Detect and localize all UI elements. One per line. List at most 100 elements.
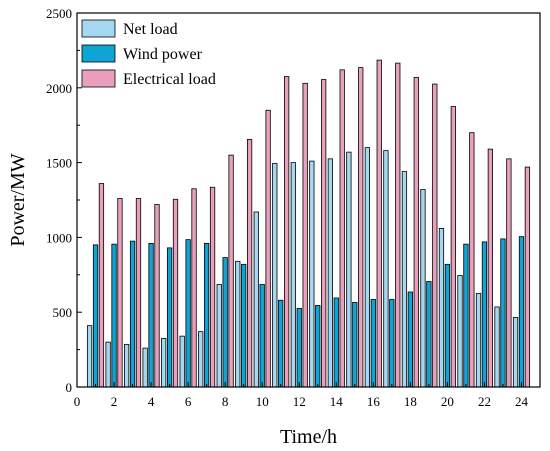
bar-wind-power-5 <box>166 247 173 388</box>
bar-wind-power-8 <box>222 257 228 388</box>
bar-wind-power-11 <box>278 299 284 388</box>
bar-net-load-18 <box>401 171 408 388</box>
bar-net-load-1 <box>86 325 93 388</box>
x-tick-label: 20 <box>441 394 454 409</box>
bar-wind-power-2 <box>111 243 117 388</box>
bar-net-load-16 <box>364 147 371 388</box>
bar-wind-power-20 <box>444 263 451 388</box>
legend-swatch <box>81 19 116 38</box>
bar-wind-power-7 <box>204 242 210 388</box>
bar-wind-power-6 <box>185 239 191 388</box>
bar-electrical-load-22 <box>487 148 493 388</box>
bar-electrical-load-15 <box>358 67 364 388</box>
bar-wind-power-19 <box>426 281 432 388</box>
y-tick-label: 2500 <box>46 6 72 21</box>
bar-net-load-23 <box>494 306 500 388</box>
bar-net-load-4 <box>142 347 148 388</box>
bar-wind-power-12 <box>296 308 302 388</box>
x-tick-label: 18 <box>404 394 417 409</box>
y-tick-label: 1500 <box>46 156 72 171</box>
x-tick-label: 4 <box>148 394 155 409</box>
x-tick-label: 12 <box>293 394 306 409</box>
bar-net-load-22 <box>475 293 482 388</box>
bar-electrical-load-11 <box>284 76 290 388</box>
x-tick-label: 10 <box>256 394 269 409</box>
bar-wind-power-15 <box>352 302 358 388</box>
bar-electrical-load-3 <box>135 198 142 388</box>
bar-net-load-17 <box>383 150 389 388</box>
y-tick-label: 2000 <box>46 81 72 96</box>
bar-electrical-load-16 <box>376 59 382 388</box>
bar-electrical-load-17 <box>395 62 401 388</box>
bar-electrical-load-21 <box>469 132 475 388</box>
bar-electrical-load-1 <box>98 183 105 388</box>
bar-net-load-8 <box>216 284 222 388</box>
bar-wind-power-21 <box>463 243 469 388</box>
legend-swatch <box>81 69 116 88</box>
bar-wind-power-23 <box>500 238 506 388</box>
bar-wind-power-4 <box>148 242 154 388</box>
bar-wind-power-10 <box>259 284 265 388</box>
bar-wind-power-3 <box>129 240 136 388</box>
bar-electrical-load-7 <box>209 186 216 388</box>
bar-electrical-load-24 <box>524 166 531 388</box>
bar-net-load-7 <box>198 331 204 388</box>
axes: 0 2 4 6 8 10 12 14 16 18 20 22 240500100015002000250… <box>46 6 541 409</box>
bar-net-load-2 <box>105 341 111 388</box>
bar-electrical-load-20 <box>450 106 456 388</box>
bar-wind-power-9 <box>241 263 247 388</box>
bar-net-load-24 <box>512 317 519 388</box>
bar-electrical-load-12 <box>302 82 308 388</box>
bar-net-load-10 <box>253 211 259 388</box>
bar-electrical-load-9 <box>246 139 253 388</box>
bar-wind-power-17 <box>389 299 395 388</box>
x-tick-label: 0 <box>74 394 81 409</box>
y-axis-title: Power/MW <box>7 153 29 246</box>
bar-electrical-load-8 <box>228 154 234 388</box>
bar-wind-power-1 <box>92 244 99 388</box>
bar-electrical-load-10 <box>265 109 271 388</box>
bar-net-load-11 <box>272 162 278 388</box>
bar-electrical-load-4 <box>154 204 160 388</box>
bar-wind-power-16 <box>370 299 376 388</box>
legend-label: Net load <box>123 21 178 38</box>
bar-net-load-3 <box>124 343 130 388</box>
legend-swatch <box>81 44 116 63</box>
bar-net-load-9 <box>235 260 241 388</box>
bar-electrical-load-6 <box>191 188 197 388</box>
x-axis-title: Time/h <box>280 426 337 448</box>
bar-wind-power-18 <box>407 291 413 388</box>
bar-electrical-load-5 <box>172 198 179 388</box>
x-tick-label: 6 <box>185 394 192 409</box>
x-tick-label: 16 <box>367 394 381 409</box>
x-tick-label: 22 <box>478 394 491 409</box>
y-tick-label: 1000 <box>46 230 72 245</box>
x-tick-label: 14 <box>330 394 344 409</box>
bar-net-load-14 <box>327 158 333 388</box>
bar-electrical-load-23 <box>506 158 512 388</box>
bar-net-load-13 <box>309 160 315 388</box>
bar-electrical-load-2 <box>117 198 123 388</box>
bar-electrical-load-19 <box>432 83 438 388</box>
bar-net-load-12 <box>290 162 296 388</box>
bar-layer <box>86 59 531 388</box>
bar-net-load-5 <box>161 337 167 388</box>
y-tick-label: 500 <box>53 305 73 320</box>
bar-net-load-21 <box>457 275 463 388</box>
bar-electrical-load-18 <box>413 76 419 388</box>
bar-electrical-load-13 <box>321 79 327 388</box>
bar-net-load-19 <box>420 189 426 388</box>
x-tick-label: 8 <box>222 394 229 409</box>
bar-wind-power-14 <box>333 297 339 388</box>
bar-electrical-load-14 <box>339 69 345 388</box>
legend: Net load Wind power Electrical load <box>81 19 216 88</box>
bar-net-load-6 <box>179 335 185 388</box>
bar-wind-power-24 <box>518 236 525 388</box>
x-tick-label: 24 <box>515 394 529 409</box>
bar-wind-power-22 <box>481 241 488 388</box>
bar-net-load-20 <box>438 228 445 388</box>
x-tick-label: 2 <box>111 394 118 409</box>
legend-label: Wind power <box>123 46 203 63</box>
bar-net-load-15 <box>346 151 352 388</box>
